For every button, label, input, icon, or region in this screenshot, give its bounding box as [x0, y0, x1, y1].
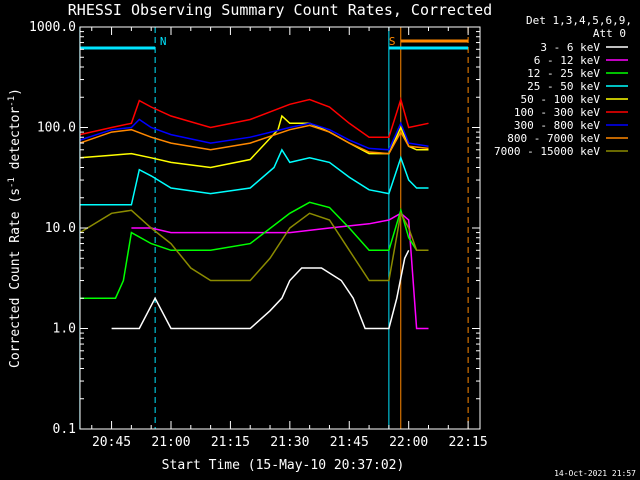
x-tick-label: 21:30 [270, 435, 309, 450]
series-line [79, 114, 429, 169]
y-tick-label: 10.0 [45, 221, 76, 236]
chart-title: RHESSI Observing Summary Count Rates, Co… [68, 1, 492, 19]
legend-label: 50 - 100 keV [521, 93, 601, 106]
legend-label: 12 - 25 keV [527, 67, 600, 80]
x-tick-label: 21:45 [330, 435, 369, 450]
series-line [79, 124, 429, 155]
y-axis-title: Corrected Count Rate (s-1 detector-1) [7, 88, 23, 368]
legend-label: 300 - 800 keV [514, 119, 600, 132]
x-axis-title: Start Time (15-May-10 20:37:02) [162, 458, 405, 473]
series-line [79, 209, 429, 282]
flag-label: N [160, 35, 167, 48]
legend-label: 6 - 12 keV [534, 54, 601, 67]
series-line [79, 148, 429, 206]
legend-label: 3 - 6 keV [540, 41, 600, 54]
legend-label: 100 - 300 keV [514, 106, 600, 119]
legend-label: 7000 - 15000 keV [494, 145, 600, 158]
x-tick-label: 21:00 [151, 435, 190, 450]
series-line [79, 96, 429, 138]
x-tick-label: 22:00 [389, 435, 428, 450]
flag-label: S [389, 35, 396, 48]
y-tick-label: 1000.0 [29, 20, 76, 35]
detector-info-line-2: Att 0 [593, 27, 626, 40]
y-tick-label: 100.0 [37, 121, 76, 136]
y-tick-label: 0.1 [53, 422, 76, 437]
legend-label: 25 - 50 keV [527, 80, 600, 93]
detector-info-line-1: Det 1,3,4,5,6,9, [526, 14, 632, 27]
timestamp: 14-Oct-2021 21:57 [554, 469, 636, 478]
axis-ticks: 20:45 21:00 21:15 21:30 21:45 22:00 22:15 0.1 1.… [29, 20, 488, 450]
x-tick-label: 21:15 [211, 435, 250, 450]
x-tick-label: 20:45 [92, 435, 131, 450]
legend-label: 800 - 7000 keV [507, 132, 600, 145]
y-tick-label: 1.0 [53, 322, 76, 337]
series-line [131, 212, 429, 330]
x-tick-label: 22:15 [449, 435, 488, 450]
series-lines [79, 96, 429, 330]
series-line [79, 118, 429, 151]
series-line [111, 249, 410, 330]
